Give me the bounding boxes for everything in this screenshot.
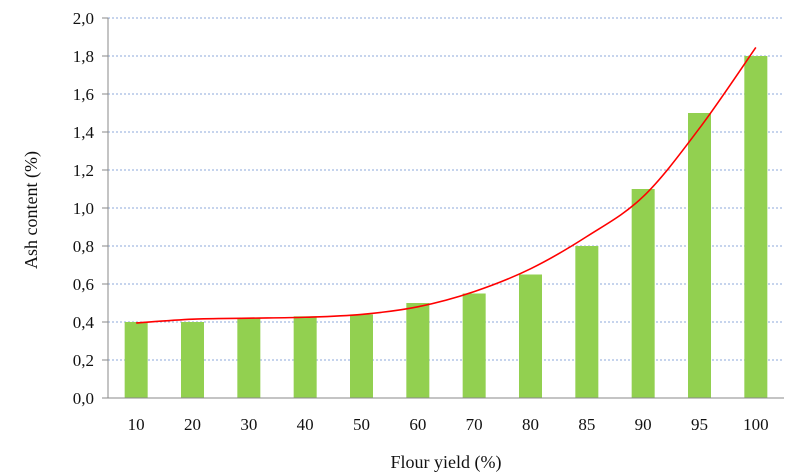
bar-50 <box>350 314 373 398</box>
y-tick-label: 0,6 <box>73 275 94 294</box>
y-tick-label: 1,2 <box>73 161 94 180</box>
y-tick-label: 1,4 <box>73 123 95 142</box>
y-tick-labels: 0,0 0,2 0,4 0,6 0,8 1,0 1,2 1,4 1,6 1,8 2,0 <box>73 9 95 408</box>
bar-series <box>124 56 768 398</box>
y-tick-label: 2,0 <box>73 9 94 28</box>
bar-30 <box>237 318 261 398</box>
x-tick-label: 95 <box>691 415 708 434</box>
trendline-group <box>136 46 757 324</box>
y-axis-title: Ash content (%) <box>21 151 42 269</box>
y-tick-label: 1,8 <box>73 47 94 66</box>
x-tick-label: 30 <box>240 415 257 434</box>
gridlines <box>102 17 784 399</box>
bar-20 <box>181 322 204 398</box>
bar-70 <box>462 293 486 398</box>
x-tick-label: 85 <box>578 415 595 434</box>
bar-80 <box>519 274 542 398</box>
trendline <box>136 46 757 324</box>
x-tick-label: 90 <box>635 415 652 434</box>
bar-60 <box>406 303 430 398</box>
x-tick-label: 50 <box>353 415 370 434</box>
y-tick-label: 1,0 <box>73 199 94 218</box>
x-tick-label: 80 <box>522 415 539 434</box>
bar-95 <box>688 113 711 398</box>
y-tick-label: 0,2 <box>73 351 94 370</box>
y-tick-label: 0,8 <box>73 237 94 256</box>
bar-85 <box>575 246 599 398</box>
bar-10 <box>124 322 148 398</box>
x-tick-label: 10 <box>128 415 145 434</box>
x-axis-title: Flour yield (%) <box>391 452 502 473</box>
x-tick-label: 70 <box>466 415 483 434</box>
y-tick-label: 0,4 <box>73 313 95 332</box>
x-tick-label: 60 <box>409 415 426 434</box>
y-tick-label: 1,6 <box>73 85 94 104</box>
x-tick-label: 100 <box>743 415 769 434</box>
axes <box>107 18 784 399</box>
bar-90 <box>631 189 655 398</box>
x-tick-label: 40 <box>297 415 314 434</box>
bar-100 <box>744 56 768 398</box>
x-tick-label: 20 <box>184 415 201 434</box>
x-tick-labels: 10 20 30 40 50 60 70 80 85 90 95 100 <box>128 415 769 434</box>
y-tick-label: 0,0 <box>73 389 94 408</box>
bar-40 <box>293 316 317 398</box>
